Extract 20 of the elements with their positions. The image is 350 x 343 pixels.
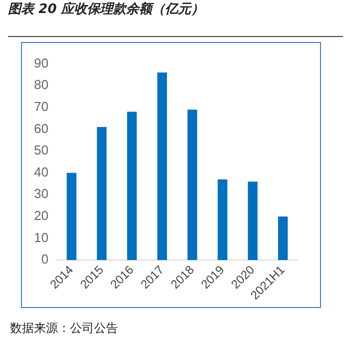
- y-tick-label: 20: [34, 208, 48, 224]
- y-tick-label: 40: [34, 164, 48, 180]
- bar: [278, 216, 288, 260]
- y-tick-label: 90: [34, 55, 48, 70]
- y-tick-label: 70: [34, 99, 48, 114]
- bar: [127, 112, 137, 260]
- y-tick-label: 0: [41, 252, 48, 267]
- y-tick-label: 30: [34, 186, 48, 202]
- y-tick-label: 10: [34, 230, 48, 245]
- y-tick-label: 80: [34, 77, 48, 92]
- y-tick-label: 60: [34, 120, 48, 136]
- y-tick-label: 50: [34, 142, 48, 158]
- bar: [96, 127, 107, 260]
- bar: [187, 110, 198, 260]
- bar: [218, 179, 228, 260]
- chart-title: 图表 20 应收保理款余额（亿元）: [8, 0, 204, 18]
- bar: [157, 72, 167, 260]
- source-note: 数据来源：公司公告: [10, 320, 118, 337]
- bar: [248, 182, 258, 260]
- bar: [66, 172, 76, 260]
